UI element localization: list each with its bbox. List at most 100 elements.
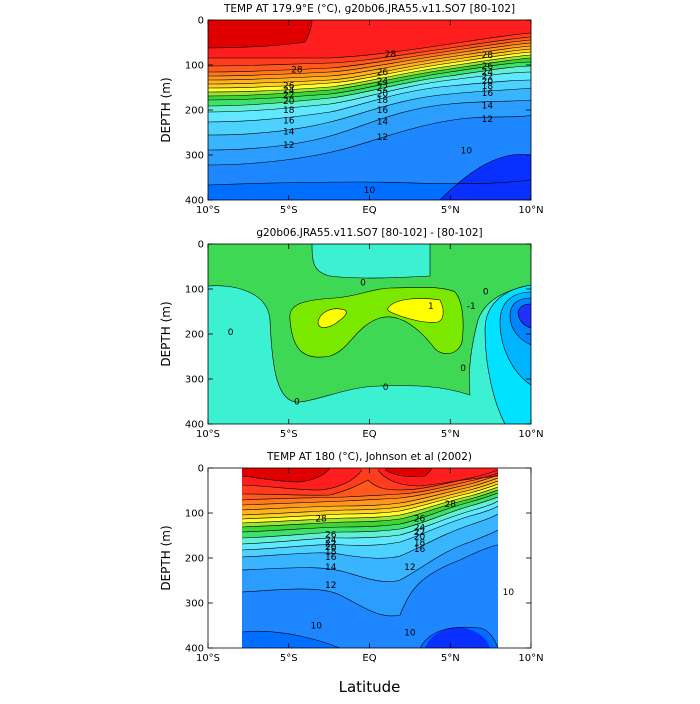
x-tick-label: 10°S xyxy=(196,653,220,664)
y-tick-label: 300 xyxy=(185,599,204,610)
contour-label: 22 xyxy=(283,91,294,101)
contour-label: 24 xyxy=(325,536,337,546)
panel-3-axes: 10°S 5°S EQ 5°N 10°N 0 100 200 300 400 xyxy=(185,464,544,665)
contour-label: 20 xyxy=(414,532,426,542)
contour-label: 22 xyxy=(377,84,388,94)
contour-label: 20 xyxy=(283,97,295,107)
panel-3-title: TEMP AT 180 (°C), Johnson et al (2002) xyxy=(266,451,472,463)
contour-label: 16 xyxy=(283,116,295,126)
contour-label: 28 xyxy=(291,66,303,76)
contour-label: 16 xyxy=(414,545,426,555)
y-tick-label: 400 xyxy=(185,196,204,207)
x-tick-label: EQ xyxy=(362,653,376,664)
contour-label: 22 xyxy=(414,528,425,538)
contour-label: 22 xyxy=(325,540,336,550)
contour-label: 12 xyxy=(482,115,493,125)
contour-label: 26 xyxy=(325,531,337,541)
x-tick-label: 10°S xyxy=(196,429,220,440)
panel-1: TEMP AT 179.9°E (°C), g20b06.JRA55.v11.S… xyxy=(159,3,544,216)
x-tick-label: EQ xyxy=(362,429,376,440)
y-tick-label: 100 xyxy=(185,509,204,520)
contour-label: 16 xyxy=(325,553,337,563)
contour-label: 18 xyxy=(414,538,426,548)
contour-label: 18 xyxy=(325,547,337,557)
contour-label: 18 xyxy=(283,106,295,116)
contour-label: 26 xyxy=(283,81,295,91)
contour-label: 10 xyxy=(503,588,515,598)
contour-label: 28 xyxy=(385,50,397,60)
panel-2-fill xyxy=(208,244,531,424)
x-tick-label: 10°N xyxy=(518,429,543,440)
x-tick-label: 10°N xyxy=(518,653,543,664)
x-tick-label: 10°S xyxy=(196,205,220,216)
contour-label: 26 xyxy=(414,514,426,524)
y-tick-label: 200 xyxy=(185,554,204,565)
contour-label: 10 xyxy=(404,628,416,638)
contour-label: 26 xyxy=(482,62,494,72)
panel-2-contour-labels: 0 0 0 0 0 0 1 -1 xyxy=(228,278,489,408)
contour-label: 12 xyxy=(377,133,388,143)
panel-2-title: g20b06.JRA55.v11.SO7 [80-102] - [80-102] xyxy=(256,227,482,239)
contour-label: 0 xyxy=(360,278,366,288)
y-tick-label: 400 xyxy=(185,420,204,431)
contour-label: 14 xyxy=(482,102,494,112)
x-tick-label: 5°S xyxy=(280,429,298,440)
panel-2: g20b06.JRA55.v11.SO7 [80-102] - [80-102] xyxy=(159,227,544,440)
contour-label: 0 xyxy=(228,328,234,338)
y-tick-label: 100 xyxy=(185,285,204,296)
contour-label: 22 xyxy=(482,72,493,82)
y-tick-label: 0 xyxy=(198,464,204,475)
contour-label: 14 xyxy=(325,563,337,573)
contour-label: 20 xyxy=(377,89,389,99)
contour-label: 0 xyxy=(383,383,389,393)
panel-1-title: TEMP AT 179.9°E (°C), g20b06.JRA55.v11.S… xyxy=(223,3,515,15)
panel-3-fill xyxy=(242,468,498,648)
contour-label: 20 xyxy=(482,77,494,87)
panel-1-ylabel: DEPTH (m) xyxy=(159,77,173,142)
y-tick-label: 200 xyxy=(185,106,204,117)
contour-label: 0 xyxy=(294,398,300,408)
contour-label: 14 xyxy=(283,128,295,138)
contour-label: 28 xyxy=(482,51,494,61)
contour-label: 24 xyxy=(482,68,494,78)
contour-label: 24 xyxy=(414,523,426,533)
panel-3-ylabel: DEPTH (m) xyxy=(159,525,173,590)
x-tick-label: 5°S xyxy=(280,653,298,664)
y-tick-label: 0 xyxy=(198,16,204,27)
contour-label: 18 xyxy=(482,82,494,92)
x-tick-label: 5°N xyxy=(441,205,460,216)
contour-label: 12 xyxy=(325,581,336,591)
x-tick-label: EQ xyxy=(362,205,376,216)
x-tick-label: 10°N xyxy=(518,205,543,216)
y-tick-label: 0 xyxy=(198,240,204,251)
y-tick-label: 400 xyxy=(185,644,204,655)
contour-label: 26 xyxy=(377,68,389,78)
panel-1-axes: 10°S 5°S EQ 5°N 10°N 0 100 200 300 400 xyxy=(185,16,544,217)
x-tick-label: 5°S xyxy=(280,205,298,216)
contour-label: 12 xyxy=(283,141,294,151)
contour-label: 0 xyxy=(483,287,489,297)
contour-label: 18 xyxy=(377,96,389,106)
y-tick-label: 300 xyxy=(185,151,204,162)
y-tick-label: 100 xyxy=(185,61,204,72)
contour-label: 20 xyxy=(325,543,337,553)
contour-label: 12 xyxy=(404,563,415,573)
contour-label: 1 xyxy=(428,302,434,312)
contour-label: 16 xyxy=(377,106,389,116)
contour-label: 14 xyxy=(377,117,389,127)
y-tick-label: 200 xyxy=(185,330,204,341)
panel-1-fill xyxy=(208,20,531,200)
x-tick-label: 5°N xyxy=(441,653,460,664)
x-axis-label: Latitude xyxy=(339,678,401,696)
contour-label: 10 xyxy=(310,622,322,632)
x-tick-label: 5°N xyxy=(441,429,460,440)
contour-label: 28 xyxy=(445,500,457,510)
contour-label: 28 xyxy=(315,514,327,524)
contour-label: 10 xyxy=(461,147,473,157)
y-tick-label: 300 xyxy=(185,375,204,386)
panel-3: TEMP AT 180 (°C), Johnson et al (2002) xyxy=(159,451,544,696)
